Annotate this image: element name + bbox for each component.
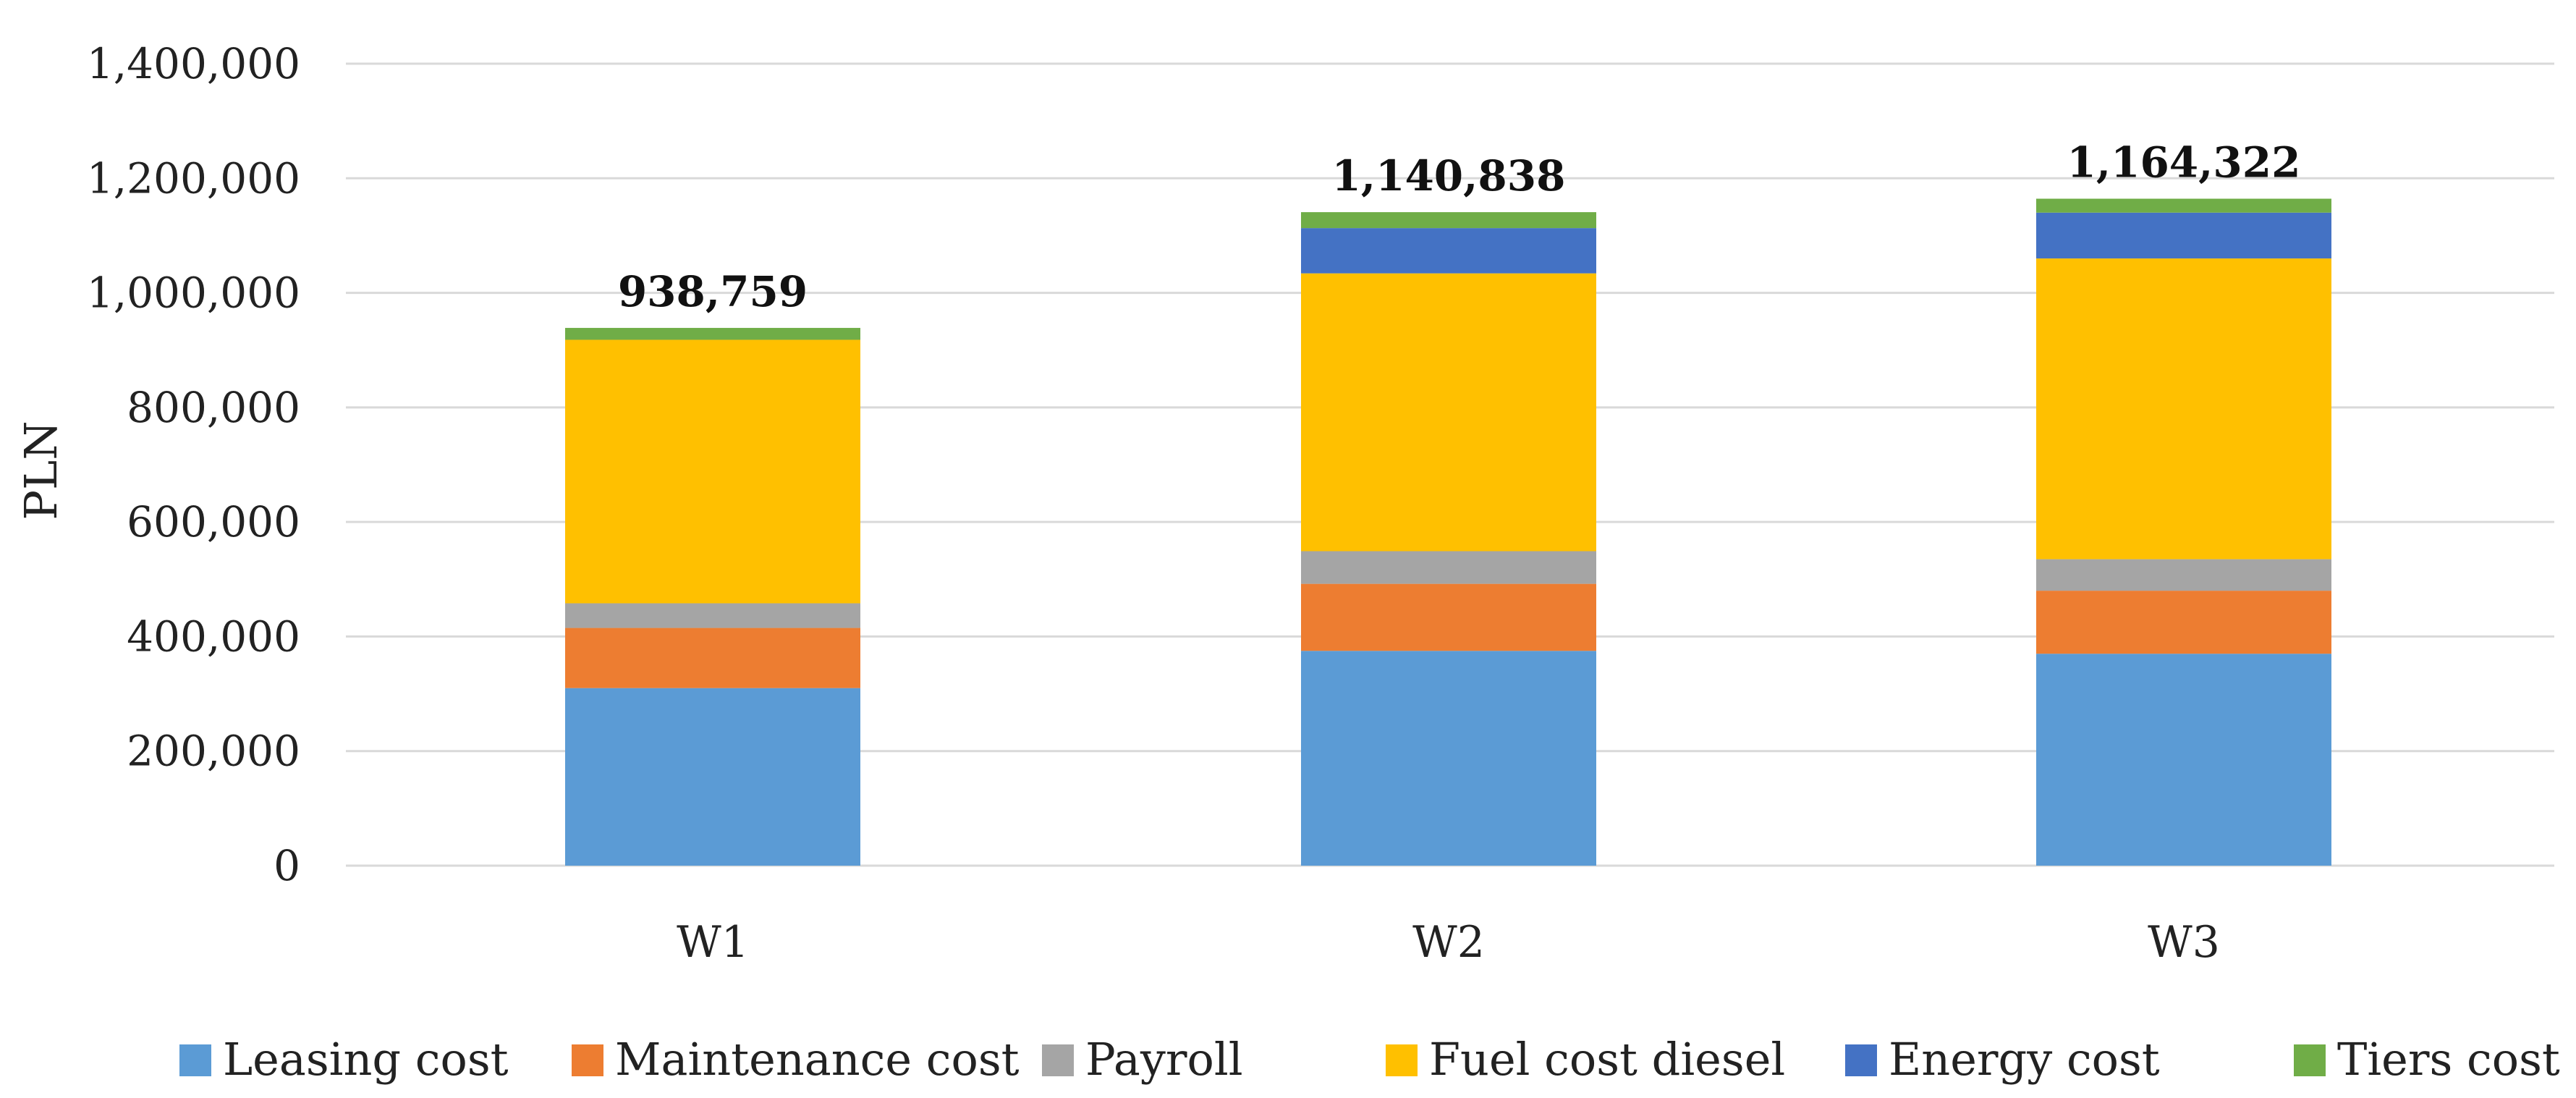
legend-swatch xyxy=(179,1044,211,1076)
total-label-w1: 938,759 xyxy=(618,267,808,316)
x-category-label: W1 xyxy=(677,917,749,968)
y-axis-ticks: 0 200,000 400,000 600,000 800,000 1,000,000 1,… xyxy=(87,39,300,890)
legend-label: Fuel cost diesel xyxy=(1429,1033,1785,1086)
bar-w2-tiers-cost xyxy=(1301,212,1596,229)
legend-item-fuel-cost-diesel: Fuel cost diesel xyxy=(1386,1033,1785,1086)
legend-swatch xyxy=(1042,1044,1074,1076)
legend-label: Leasing cost xyxy=(223,1033,509,1086)
y-axis-title: PLN xyxy=(14,421,67,520)
bar-w3-maintenance-cost xyxy=(2036,591,2331,654)
y-tick-label: 0 xyxy=(274,841,300,890)
bar-w1-fuel-cost-diesel xyxy=(565,339,860,604)
y-tick-label: 1,200,000 xyxy=(87,153,300,203)
bar-w2-fuel-cost-diesel xyxy=(1301,273,1596,552)
bar-w2-maintenance-cost xyxy=(1301,583,1596,651)
total-label-w2: 1,140,838 xyxy=(1332,151,1566,200)
legend-item-maintenance-cost: Maintenance cost xyxy=(572,1033,1020,1086)
legend-swatch xyxy=(1845,1044,1877,1076)
y-tick-label: 800,000 xyxy=(127,383,300,432)
x-axis-categories: W1 W2 W3 xyxy=(677,917,2220,968)
bar-w2-payroll xyxy=(1301,551,1596,584)
y-tick-label: 200,000 xyxy=(127,727,300,776)
bar-w3-leasing-cost xyxy=(2036,654,2331,866)
y-tick-label: 1,000,000 xyxy=(87,269,300,318)
bars xyxy=(565,198,2331,866)
bar-w2-energy-cost xyxy=(1301,228,1596,274)
bar-w3-payroll xyxy=(2036,559,2331,591)
bar-w3-energy-cost xyxy=(2036,212,2331,259)
x-category-label: W2 xyxy=(1412,917,1485,968)
legend-item-leasing-cost: Leasing cost xyxy=(179,1033,509,1086)
y-tick-label: 600,000 xyxy=(127,497,300,546)
total-labels: 938,759 1,140,838 1,164,322 xyxy=(618,138,2301,317)
legend-swatch xyxy=(1386,1044,1418,1076)
bar-w1-tiers-cost xyxy=(565,328,860,340)
bar-w3-fuel-cost-diesel xyxy=(2036,258,2331,559)
legend-label: Payroll xyxy=(1085,1033,1243,1086)
legend: Leasing cost Maintenance cost Payroll Fuel … xyxy=(179,1033,2560,1086)
legend-label: Tiers cost xyxy=(2337,1033,2560,1086)
legend-label: Maintenance cost xyxy=(615,1033,1020,1086)
x-category-label: W3 xyxy=(2148,917,2220,968)
legend-item-payroll: Payroll xyxy=(1042,1033,1243,1086)
y-tick-label: 400,000 xyxy=(127,612,300,661)
legend-swatch xyxy=(572,1044,603,1076)
bar-w1-leasing-cost xyxy=(565,688,860,866)
legend-swatch xyxy=(2294,1044,2326,1076)
bar-w2-leasing-cost xyxy=(1301,651,1596,866)
total-label-w3: 1,164,322 xyxy=(2067,138,2301,187)
y-tick-label: 1,400,000 xyxy=(87,39,300,88)
bar-w1-maintenance-cost xyxy=(565,628,860,688)
legend-label: Energy cost xyxy=(1889,1033,2160,1086)
legend-item-tiers-cost: Tiers cost xyxy=(2294,1033,2560,1086)
bar-w1-payroll xyxy=(565,603,860,628)
bar-w3-tiers-cost xyxy=(2036,198,2331,213)
legend-item-energy-cost: Energy cost xyxy=(1845,1033,2160,1086)
